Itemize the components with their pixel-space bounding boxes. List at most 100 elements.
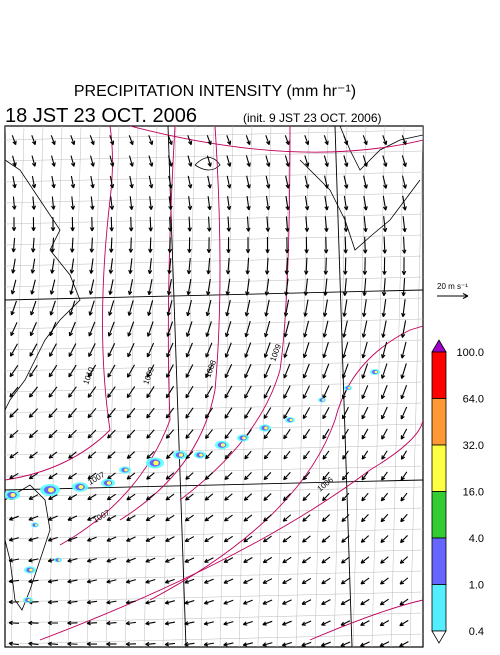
wind-arrow	[148, 135, 154, 146]
wind-arrow	[263, 407, 272, 419]
precip-cell	[374, 370, 378, 374]
wind-arrow	[282, 493, 291, 502]
wind-arrow	[67, 472, 77, 480]
wind-arrow	[205, 364, 213, 379]
wind-arrow	[262, 578, 273, 584]
wind-arrow	[146, 364, 155, 378]
wind-arrow	[164, 600, 175, 605]
wind-arrow	[67, 494, 78, 501]
wind-arrow	[226, 196, 232, 211]
wind-arrow	[165, 557, 175, 563]
wind-arrow	[380, 363, 388, 379]
wind-arrow	[8, 558, 20, 563]
wind-arrow	[8, 578, 20, 584]
wind-arrow	[341, 471, 350, 481]
wind-arrow	[304, 236, 309, 254]
wind-arrow	[224, 429, 233, 440]
wind-arrow	[362, 135, 368, 146]
wind-arrow	[67, 408, 77, 419]
wind-arrow	[205, 321, 212, 338]
wind-arrow	[87, 364, 97, 378]
wind-arrow	[382, 135, 388, 146]
wind-arrow	[106, 515, 117, 521]
wind-arrow	[86, 600, 98, 605]
wind-arrow	[224, 450, 233, 460]
wind-arrow	[244, 342, 252, 358]
wind-arrow	[89, 258, 94, 274]
wind-arrow	[381, 299, 387, 318]
wind-arrow	[302, 514, 311, 522]
wind-arrow	[126, 407, 136, 419]
wind-arrow	[224, 493, 233, 501]
wind-arrow	[224, 364, 233, 379]
wind-arrow	[87, 451, 97, 459]
wind-arrow	[168, 175, 173, 189]
wind-arrow	[302, 428, 311, 440]
wind-arrow	[302, 471, 311, 481]
wind-arrow	[264, 299, 270, 317]
wind-arrow	[28, 429, 38, 439]
wind-arrow	[86, 620, 98, 626]
wind-arrow	[107, 407, 116, 419]
wind-arrow	[165, 385, 175, 399]
wind-arrow	[68, 386, 77, 398]
wind-arrow	[126, 536, 136, 542]
wind-arrow	[382, 195, 388, 211]
wind-arrow	[49, 321, 57, 337]
wind-arrow	[204, 535, 214, 543]
wind-arrow	[243, 514, 253, 522]
colorbar-label: 64.0	[463, 394, 484, 406]
wind-arrow	[324, 195, 329, 211]
wind-arrow	[88, 300, 95, 316]
wind-arrow	[302, 450, 310, 460]
wind-arrow	[166, 300, 173, 317]
wind-arrow	[265, 237, 270, 254]
wind-arrow	[224, 321, 232, 338]
wind-arrow	[31, 155, 37, 167]
wind-arrow	[29, 451, 38, 459]
wind-arrow	[187, 196, 193, 211]
wind-arrow	[263, 428, 272, 440]
colorbar-label: 4.0	[469, 533, 484, 545]
wind-arrow	[342, 450, 349, 460]
wind-arrow	[86, 641, 98, 647]
wind-arrow	[86, 536, 97, 542]
wind-arrow	[381, 278, 387, 297]
wind-arrow	[145, 641, 156, 647]
wind-arrow	[322, 450, 330, 460]
wind-arrow	[90, 175, 95, 189]
colorbar-segment	[431, 398, 447, 446]
graticule	[5, 192, 423, 204]
wind-arrow	[225, 257, 231, 275]
wind-arrow	[166, 342, 174, 358]
wind-arrow	[281, 620, 292, 626]
wind-arrow	[380, 577, 389, 585]
wind-arrow	[48, 386, 58, 398]
wind-arrow	[165, 514, 175, 522]
wind-arrow	[224, 407, 233, 419]
wind-arrow	[263, 471, 272, 481]
wind-arrow	[47, 620, 59, 626]
wind-arrow	[28, 515, 39, 521]
wind-arrow	[148, 237, 153, 253]
wind-arrow	[265, 195, 271, 211]
wind-arrow	[207, 216, 212, 232]
wind-arrow	[67, 558, 78, 563]
wind-arrow	[51, 155, 56, 167]
wind-arrow	[108, 258, 114, 274]
wind-arrow	[244, 363, 252, 379]
graticule	[352, 126, 367, 647]
wind-arrow	[381, 450, 388, 460]
wind-arrow	[301, 599, 312, 605]
wind-arrow	[381, 428, 388, 440]
wind-arrow	[400, 513, 408, 523]
isobar	[5, 126, 113, 481]
wind-arrow	[321, 577, 331, 585]
wind-arrow	[283, 320, 290, 338]
colorbar-bottom	[431, 630, 447, 644]
wind-arrow	[106, 493, 117, 501]
wind-arrow	[304, 216, 310, 232]
wind-arrow	[48, 451, 58, 459]
graticule	[390, 126, 405, 647]
wind-arrow	[184, 600, 195, 605]
